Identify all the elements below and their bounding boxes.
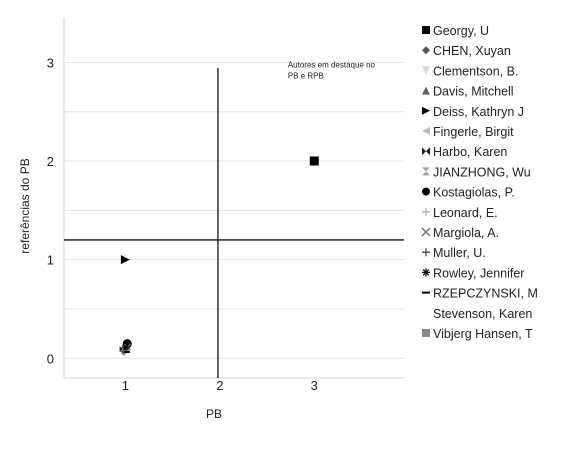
y-axis-label: referências do PB <box>18 158 32 253</box>
legend-marker <box>422 127 430 135</box>
legend-label: Muller, U. <box>433 246 486 260</box>
y-tick-label: 0 <box>47 351 54 366</box>
legend-marker <box>422 46 430 55</box>
y-tick-label: 1 <box>47 253 54 268</box>
legend-marker <box>421 227 431 237</box>
legend-label: Fingerle, Birgit <box>433 125 514 139</box>
data-point <box>120 255 130 265</box>
x-tick-label: 3 <box>311 378 318 393</box>
y-tick-label: 2 <box>47 154 54 169</box>
x-tick-label: 2 <box>216 378 223 393</box>
data-point <box>309 156 319 166</box>
y-tick-label: 3 <box>47 55 54 70</box>
x-tick-label: 1 <box>122 378 129 393</box>
legend-marker <box>422 207 430 216</box>
legend-label: Harbo, Karen <box>433 145 507 159</box>
legend-label: JIANZHONG, Wu <box>433 165 531 179</box>
legend-label: Leonard, E. <box>433 206 498 220</box>
legend-label: Margiola, A. <box>433 226 499 240</box>
legend-label: Kostagiolas, P. <box>433 186 515 200</box>
legend-label: Georgy, U <box>433 24 489 38</box>
legend-marker <box>422 106 430 115</box>
x-axis-label: PB <box>206 407 222 421</box>
legend-label: Deiss, Kathryn J <box>433 105 524 119</box>
legend-label: Clementson, B. <box>433 64 518 78</box>
legend-marker <box>422 248 430 257</box>
legend-marker <box>422 268 430 277</box>
data-point <box>123 344 130 351</box>
annotation-line1: Autores em destaque no <box>288 60 376 69</box>
legend-label: RZEPCZYNSKI, M <box>433 287 538 301</box>
legend-marker <box>422 26 430 34</box>
legend-label: CHEN, Xuyan <box>433 44 511 58</box>
legend-marker <box>422 147 430 156</box>
legend-marker <box>422 66 430 75</box>
legend-label: Rowley, Jennifer <box>433 266 524 280</box>
legend-label: Stevenson, Karen <box>433 307 532 321</box>
legend-marker <box>422 86 430 95</box>
legend-marker <box>422 329 430 337</box>
legend-marker <box>422 187 430 196</box>
legend-marker <box>422 167 430 176</box>
legend-label: Vibjerg Hansen, T <box>433 327 533 341</box>
annotation-line2: PB e RPB <box>288 71 324 80</box>
legend-label: Davis, Mitchell <box>433 85 514 99</box>
